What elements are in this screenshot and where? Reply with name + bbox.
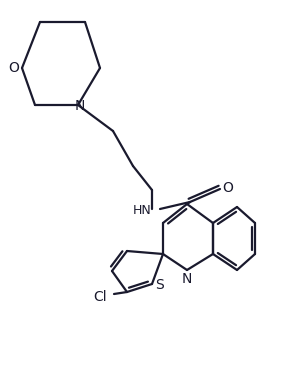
- Text: HN: HN: [133, 203, 151, 217]
- Text: N: N: [75, 99, 85, 113]
- Text: S: S: [156, 278, 164, 292]
- Text: O: O: [223, 181, 234, 195]
- Text: Cl: Cl: [93, 290, 107, 304]
- Text: O: O: [8, 61, 19, 75]
- Text: N: N: [182, 272, 192, 286]
